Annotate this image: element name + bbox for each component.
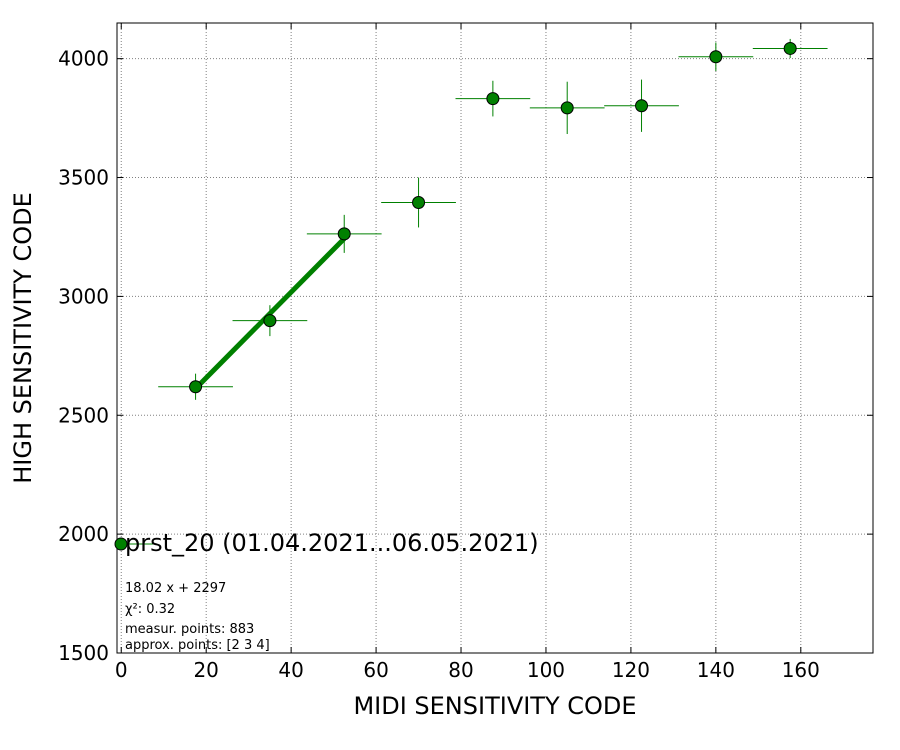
fit-annotations: 18.02 x + 2297 χ²: 0.32 measur. points: 88… — [125, 581, 270, 653]
y-tick-label: 1500 — [58, 641, 109, 665]
x-tick-label: 20 — [193, 658, 218, 682]
x-tick-label: 80 — [448, 658, 473, 682]
data-points-group — [158, 38, 828, 400]
x-tick-label: 120 — [612, 658, 650, 682]
fit-annotation: 18.02 x + 2297 — [125, 581, 226, 596]
x-tick-label: 160 — [782, 658, 820, 682]
y-tick-label: 2000 — [58, 522, 109, 546]
legend-marker — [114, 537, 128, 551]
y-tick-label: 4000 — [58, 47, 109, 71]
x-tick-label: 40 — [278, 658, 303, 682]
data-point — [263, 314, 277, 328]
data-point — [635, 99, 649, 113]
fit-annotation: approx. points: [2 3 4] — [125, 638, 270, 653]
data-point — [412, 195, 426, 209]
x-tick-label: 140 — [697, 658, 735, 682]
legend-label: prst_20 (01.04.2021...06.05.2021) — [125, 529, 539, 557]
x-tick-label: 100 — [527, 658, 565, 682]
data-point — [709, 50, 723, 64]
ticks: 0 20 40 60 80 100 120 140 160 1500 2000 2500 3000 350… — [58, 23, 873, 682]
x-tick-label: 60 — [363, 658, 388, 682]
plot-frame — [116, 22, 874, 654]
data-point — [560, 101, 574, 115]
fit-annotation: χ²: 0.32 — [125, 602, 175, 617]
y-tick-label: 2500 — [58, 403, 109, 427]
legend: prst_20 (01.04.2021...06.05.2021) — [114, 529, 539, 557]
data-point — [337, 227, 351, 241]
y-tick-label: 3000 — [58, 284, 109, 308]
fit-annotation: measur. points: 883 — [125, 622, 254, 637]
data-point — [486, 92, 500, 106]
x-axis-label: MIDI SENSITIVITY CODE — [353, 692, 636, 720]
x-tick-label: 0 — [115, 658, 128, 682]
y-axis-label: HIGH SENSITIVITY CODE — [9, 192, 37, 484]
data-point — [189, 380, 203, 394]
grid — [117, 23, 873, 654]
data-point — [783, 41, 797, 55]
y-tick-label: 3500 — [58, 166, 109, 190]
